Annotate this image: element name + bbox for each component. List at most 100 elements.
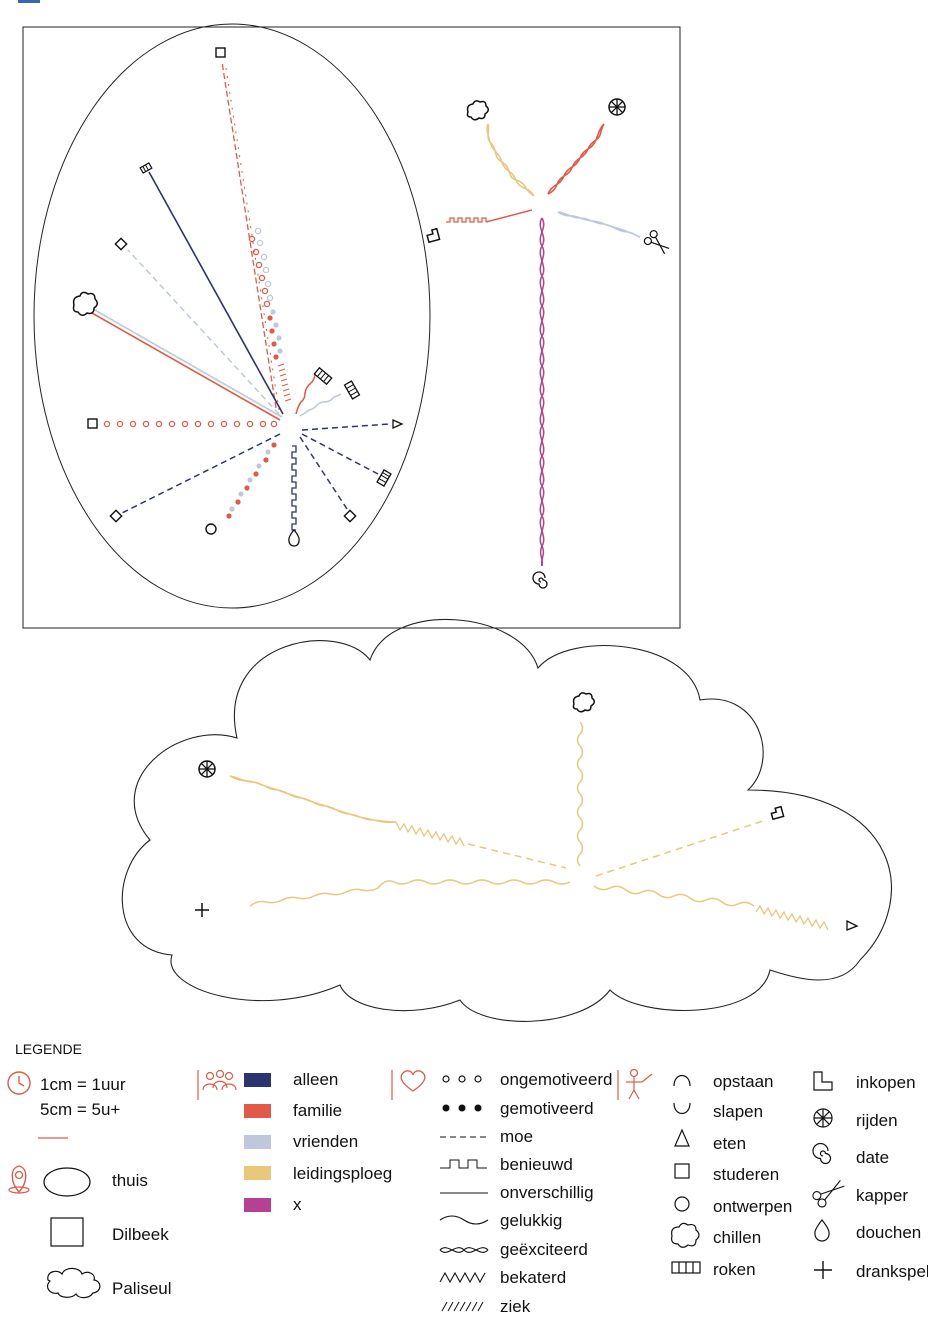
ray-familie-solid	[91, 312, 281, 421]
ray-vrienden-twist	[557, 211, 641, 238]
scale-line2: 5cm = 5u+	[40, 1100, 120, 1119]
cloud-blob-icon	[72, 291, 98, 316]
ray-top-familie	[221, 61, 277, 409]
legend-title: LEGENDE	[15, 1041, 82, 1057]
cigarette-icon	[313, 366, 333, 386]
activity-label-inkopen: inkopen	[856, 1073, 916, 1092]
activity-label-chillen: chillen	[713, 1228, 761, 1247]
thuis-symbol	[43, 1167, 91, 1197]
swatch-leidingsploeg	[244, 1166, 271, 1180]
cloud-blob-icon	[572, 692, 595, 713]
ray-vrienden-dashed	[127, 249, 280, 415]
arch-up-icon	[673, 1074, 691, 1087]
spiral-icon	[532, 571, 548, 589]
person-icon	[626, 1068, 653, 1100]
triangle-icon	[674, 1128, 690, 1147]
plus-icon	[195, 903, 209, 917]
l-shape-icon	[770, 805, 785, 821]
legend: LEGENDE 1cm = 1uur 5cm = 5u+ thuis Dilbe…	[7, 1041, 928, 1316]
ray-alleen-dashed-lowright	[299, 436, 348, 510]
ray-familie-square-wave	[446, 217, 487, 223]
spiral-icon	[812, 1142, 832, 1165]
heart-icon	[400, 1070, 426, 1092]
wheel-icon	[813, 1108, 833, 1128]
company-label-vrienden: vrienden	[293, 1132, 358, 1151]
activity-label-douchen: douchen	[856, 1223, 921, 1242]
location-pin-icon	[8, 1165, 30, 1194]
arch-down-icon	[673, 1102, 691, 1115]
mood-sample-open-dots	[442, 1075, 482, 1083]
activity-label-slapen: slapen	[713, 1102, 763, 1121]
mood-label-geexciteerd: geëxciteerd	[500, 1240, 588, 1259]
ray-alleen-solid	[148, 171, 284, 415]
mood-label-gemotiveerd: gemotiveerd	[500, 1099, 594, 1118]
scissors-icon	[812, 1180, 845, 1208]
ray-dots-column	[248, 227, 292, 402]
ray-familie-open-dots-horizontal	[103, 420, 278, 428]
ray-wheel-twist	[229, 775, 397, 824]
l-shape-icon	[813, 1071, 833, 1091]
mood-label-benieuwd: benieuwd	[500, 1155, 573, 1174]
ray-alleen-square-wave	[291, 445, 297, 531]
ray-familie-wave	[295, 374, 316, 415]
mood-label-moe: moe	[500, 1127, 533, 1146]
ray-familie-twist	[547, 123, 605, 195]
dilbeek-star	[426, 98, 670, 589]
l-shape-icon	[426, 227, 441, 244]
mood-sample-hatch	[441, 1301, 484, 1312]
diamond-icon	[343, 509, 357, 523]
location-label-paliseul: Paliseul	[112, 1279, 172, 1298]
circle-icon	[205, 523, 217, 535]
location-label-dilbeek: Dilbeek	[112, 1225, 169, 1244]
mood-label-onverschillig: onverschillig	[500, 1183, 594, 1202]
mood-sample-filled-dots	[442, 1104, 482, 1112]
swatch-alleen	[244, 1073, 271, 1087]
ray-leidingsploeg-twist	[486, 123, 535, 197]
company-label-familie: familie	[293, 1101, 342, 1120]
wheel-icon	[608, 98, 626, 116]
cigarette-icon	[139, 162, 153, 174]
drop-icon	[814, 1219, 830, 1242]
ray-vrienden-wave	[299, 393, 342, 417]
company-label-x: x	[293, 1195, 302, 1214]
ray-dots-to-circle	[226, 442, 277, 519]
cigarette-icon	[376, 469, 392, 487]
swatch-familie	[244, 1104, 271, 1118]
corner-mark	[18, 0, 40, 3]
activity-label-rijden: rijden	[856, 1111, 898, 1130]
activity-label-opstaan: opstaan	[713, 1072, 774, 1091]
people-icon	[202, 1069, 237, 1091]
scissors-icon	[643, 230, 670, 255]
clock-icon	[7, 1071, 31, 1095]
activity-label-ontwerpen: ontwerpen	[713, 1197, 792, 1216]
activity-label-eten: eten	[713, 1134, 746, 1153]
square-icon	[674, 1163, 690, 1179]
plus-icon	[814, 1261, 832, 1279]
swatch-vrienden	[244, 1135, 271, 1149]
cigarette-icon	[343, 380, 361, 400]
mood-label-ongemotiveerd: ongemotiveerd	[500, 1070, 612, 1089]
triangle-icon	[392, 418, 404, 430]
ray-alleen-dashed-right	[301, 423, 391, 431]
activity-label-studeren: studeren	[713, 1165, 779, 1184]
company-label-leidingsploeg: leidingsploeg	[293, 1164, 392, 1183]
cigarette-icon	[671, 1261, 701, 1274]
cloud-blob-icon	[671, 1222, 700, 1248]
square-icon	[215, 47, 226, 58]
scale-line1: 1cm = 1uur	[40, 1075, 126, 1094]
ray-plus-wave	[249, 879, 571, 907]
mood-sample-square-wave	[440, 1159, 487, 1169]
circle-icon	[674, 1196, 690, 1212]
cloud-blob-icon	[466, 100, 489, 121]
triangle-icon	[846, 919, 859, 931]
ray-alleen-dashed-right2	[301, 433, 379, 475]
swatch-x	[244, 1198, 271, 1212]
paliseul-cloud	[121, 619, 892, 1022]
activity-label-drankspel: drankspel	[856, 1262, 928, 1281]
mood-sample-wave	[439, 1215, 489, 1225]
company-label-alleen: alleen	[293, 1070, 338, 1089]
mood-label-ziek: ziek	[500, 1297, 531, 1316]
location-label-thuis: thuis	[112, 1171, 148, 1190]
drop-icon	[288, 529, 300, 547]
